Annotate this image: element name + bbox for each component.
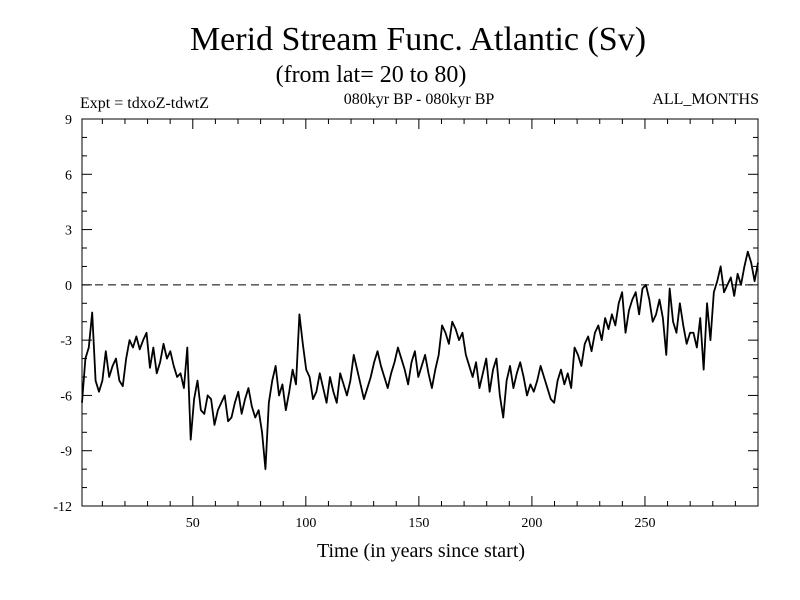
x-tick-label: 50 [186, 516, 200, 531]
y-tick-label: 9 [65, 113, 72, 128]
x-tick-label: 150 [408, 516, 429, 531]
x-tick-label: 100 [295, 516, 316, 531]
plot-frame [81, 118, 759, 507]
season-label: ALL_MONTHS [652, 91, 759, 108]
y-tick-label: -6 [60, 389, 72, 404]
x-axis-ticks: 50 100 150 200 250 [101, 119, 736, 531]
y-tick-label: 0 [65, 279, 72, 294]
plot-area: 9 6 3 0 -3 -6 -9 -12 50 100 150 200 250 [53, 113, 759, 531]
period-label: 080kyr BP - 080kyr BP [344, 91, 495, 108]
x-tick-label: 250 [634, 516, 655, 531]
y-tick-label: -9 [60, 445, 72, 460]
series-line [81, 250, 759, 471]
chart-title: Merid Stream Func. Atlantic (Sv) [190, 21, 646, 58]
chart-subtitle: (from lat= 20 to 80) [276, 62, 467, 88]
y-tick-label: -12 [53, 500, 72, 515]
y-tick-label: -3 [60, 334, 72, 349]
x-tick-label: 200 [521, 516, 542, 531]
y-tick-label: 6 [65, 168, 72, 183]
x-axis-title: Time (in years since start) [317, 540, 525, 562]
experiment-label: Expt = tdxoZ-tdwtZ [80, 95, 209, 112]
y-tick-label: 3 [65, 224, 72, 239]
y-axis-ticks: 9 6 3 0 -3 -6 -9 -12 [53, 113, 758, 515]
